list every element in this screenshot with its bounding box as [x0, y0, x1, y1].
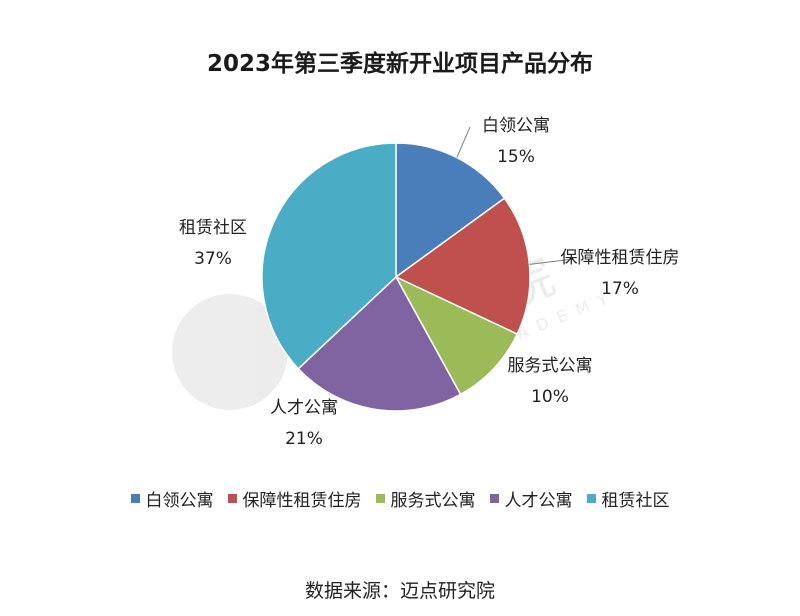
pie-slice: [394, 275, 519, 396]
slice-label: 租赁社区: [179, 218, 247, 238]
legend-label: 白领公寓: [145, 491, 214, 511]
chart-title: 2023年第三季度新开业项目产品分布: [206, 51, 593, 77]
legend-item: 人才公寓: [489, 486, 573, 511]
legend-item: 服务式公寓: [375, 486, 476, 511]
watermark-logo-icon: [172, 294, 288, 410]
slice-percent: 37%: [194, 249, 232, 269]
pie-slice: [395, 142, 506, 279]
pie-slice: [394, 197, 531, 336]
source-note: 数据来源：迈点研究院: [304, 580, 495, 602]
legend-label: 保障性租赁住房: [242, 491, 362, 511]
slice-percent: 21%: [285, 429, 323, 449]
pie-labels: 白领公寓 15% 保障性租赁住房 17% 服务式公寓 10% 人才公寓 21% 租赁社区 37%: [179, 116, 680, 449]
legend-swatch: [375, 494, 385, 503]
legend-label: 服务式公寓: [390, 491, 476, 511]
legend-label: 人才公寓: [504, 491, 573, 511]
legend-label: 租赁社区: [601, 491, 670, 511]
pie-slices: [261, 142, 531, 412]
legend-swatch: [227, 494, 237, 503]
legend-swatch: [586, 494, 596, 503]
leader-line: [529, 258, 575, 265]
pie-slice: [261, 142, 397, 370]
legend-item: 白领公寓: [130, 486, 214, 511]
slice-label: 服务式公寓: [508, 356, 593, 376]
legend-item: 租赁社区: [586, 486, 670, 511]
slice-percent: 10%: [531, 387, 569, 407]
legend-item: 保障性租赁住房: [227, 486, 362, 511]
pie-slice: [297, 275, 462, 412]
slice-label: 白领公寓: [482, 116, 550, 136]
legend-swatch: [130, 494, 140, 503]
slice-percent: 15%: [497, 147, 535, 167]
slice-label: 人才公寓: [270, 398, 338, 418]
slice-label: 保障性租赁住房: [561, 248, 680, 268]
legend: 白领公寓 保障性租赁住房 服务式公寓 人才公寓 租赁社区: [0, 486, 800, 511]
slice-percent: 17%: [601, 279, 639, 299]
legend-swatch: [489, 494, 499, 503]
leader-line: [456, 126, 471, 158]
